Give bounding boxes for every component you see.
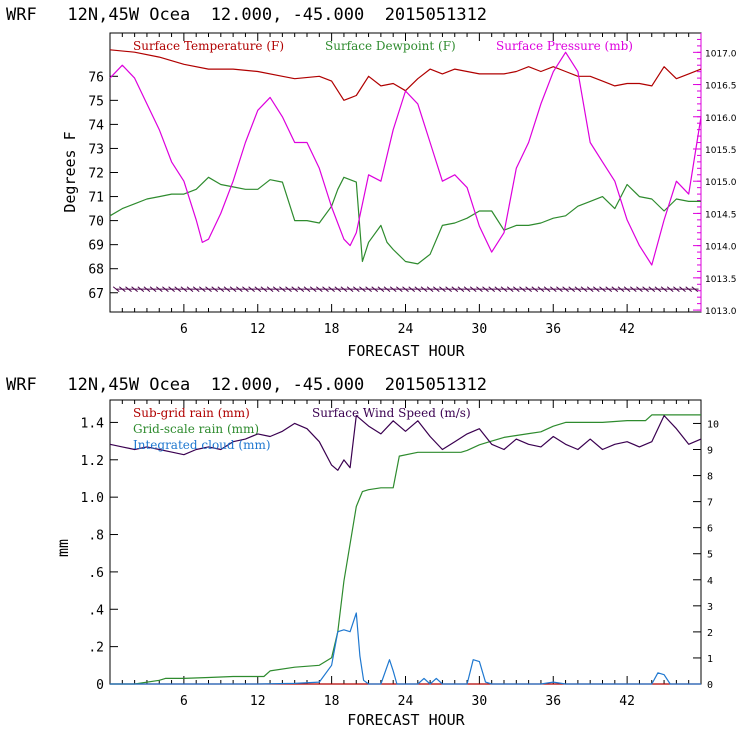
- chart-2-right-tick-label: 7: [707, 498, 713, 509]
- chart-2-right-tick-label: 1: [707, 654, 713, 665]
- chart-2-right-tick-label: 2: [707, 628, 713, 639]
- chart-2-legend-entry: Surface Wind Speed (m/s): [312, 406, 471, 420]
- chart-1-series-line-2: [109, 176, 701, 265]
- chart-1-right-tick-label: 1015.5: [705, 146, 737, 156]
- chart-2-right-tick-label: 0: [707, 680, 713, 691]
- chart-2-x-tick-label: 36: [545, 694, 561, 709]
- chart-2-y-tick-label: 1.2: [81, 454, 104, 469]
- chart-2-right-tick-label: 10: [707, 419, 719, 430]
- chart-1-y-tick-label: 73: [88, 142, 104, 157]
- chart-1-marker-zigzag: [112, 286, 699, 292]
- chart-1-right-tick-label: 1016.0: [705, 114, 737, 124]
- chart-2-plot: 6 12 18 24 30 36 420.2.4.6.81.01.21.4012345678…: [81, 399, 719, 709]
- chart-1-y-tick-label: 70: [88, 215, 104, 230]
- chart-1-legend-entry: Surface Temperature (F): [133, 39, 284, 53]
- chart-2-series-line-4: [109, 415, 702, 471]
- chart-1-y-tick-label: 67: [88, 287, 104, 302]
- chart-2-x-tick-label: 30: [472, 694, 488, 709]
- chart-1-x-tick-label: 6: [180, 322, 188, 337]
- chart-2-x-tick-label: 6: [180, 694, 188, 709]
- chart-2-y-tick-label: .8: [88, 529, 104, 544]
- chart-1-x-tick-label: 12: [250, 322, 266, 337]
- chart-1-x-tick-label: 42: [619, 322, 635, 337]
- chart-1-plot: 6 12 18 24 30 36 42 67 68 69 70 71 72 73 74 75 76 1013.0 1…: [88, 32, 737, 337]
- chart-1-x-tick-label: 36: [545, 322, 561, 337]
- chart-2-y-tick-label: 1.0: [81, 491, 104, 506]
- chart-1-y-tick-label: 74: [88, 118, 104, 133]
- chart-2-y-tick-label: 1.4: [81, 416, 105, 431]
- chart-1-x-axis-label: FORECAST HOUR: [347, 342, 465, 360]
- chart-1-wind-barb-markers: [112, 286, 699, 292]
- chart-2-x-tick-label: 24: [398, 694, 414, 709]
- chart-1-y-tick-label: 75: [88, 94, 104, 109]
- chart-2-y-axis-label: mm: [54, 539, 72, 557]
- chart-2-legend-entry: Sub-grid rain (mm): [133, 406, 250, 420]
- chart-2-header: WRF 12N,45W Ocea 12.000, -45.000 2015051…: [6, 375, 487, 395]
- chart-2-right-tick-label: 3: [707, 602, 713, 613]
- chart-2-y-tick-label: .6: [88, 566, 104, 581]
- chart-2-series-line-2: [110, 414, 701, 685]
- chart-2-legend-entry: Integrated cloud (mm): [133, 438, 271, 452]
- chart-1-frame: [109, 32, 702, 313]
- chart-2-x-tick-label: 12: [250, 694, 266, 709]
- chart-1-y-tick-label: 76: [88, 70, 104, 85]
- chart-1-right-tick-label: 1014.5: [705, 210, 737, 220]
- chart-1-series-line-3: [109, 51, 702, 266]
- chart-2-y-tick-label: 0: [96, 678, 104, 693]
- chart-2-right-tick-label: 9: [707, 446, 713, 457]
- chart-1-y-tick-label: 71: [88, 191, 104, 206]
- chart-1-y-tick-label: 68: [88, 263, 104, 278]
- chart-2-x-tick-label: 18: [324, 694, 340, 709]
- chart-2-right-tick-label: 4: [707, 576, 713, 587]
- chart-2-x-axis-label: FORECAST HOUR: [347, 711, 465, 729]
- chart-1-x-tick-label: 18: [324, 322, 340, 337]
- chart-1-x-tick-label: 24: [398, 322, 414, 337]
- chart-1-right-tick-label: 1013.5: [705, 275, 737, 285]
- chart-2-right-tick-label: 6: [707, 524, 713, 535]
- chart-1-right-tick-label: 1017.0: [705, 49, 737, 59]
- chart-2-right-tick-label: 8: [707, 472, 713, 483]
- chart-2-right-tick-label: 5: [707, 550, 713, 561]
- chart-1-legend-entry: Surface Dewpoint (F): [325, 39, 456, 53]
- chart-1-right-tick-label: 1016.5: [705, 82, 737, 92]
- chart-2-series-line-3: [110, 612, 701, 685]
- chart-2-x-tick-label: 42: [619, 694, 635, 709]
- chart-1-y-tick-label: 72: [88, 167, 104, 182]
- chart-1-right-tick-label: 1015.0: [705, 178, 737, 188]
- chart-2-y-tick-label: .2: [88, 641, 104, 656]
- chart-1-y-axis-label: Degrees F: [61, 131, 79, 212]
- chart-1-legend-entry: Surface Pressure (mb): [496, 39, 633, 53]
- chart-1-header: WRF 12N,45W Ocea 12.000, -45.000 2015051…: [6, 5, 487, 25]
- chart-1-right-tick-label: 1014.0: [705, 243, 737, 253]
- chart-1-right-tick-label: 1013.0: [705, 307, 737, 317]
- chart-1-y-tick-label: 69: [88, 239, 104, 254]
- chart-1-series-line-1: [109, 49, 702, 101]
- chart-1-x-tick-label: 30: [472, 322, 488, 337]
- chart-2-legend-entry: Grid-scale rain (mm): [133, 422, 259, 436]
- chart-2-y-tick-label: .4: [88, 603, 104, 618]
